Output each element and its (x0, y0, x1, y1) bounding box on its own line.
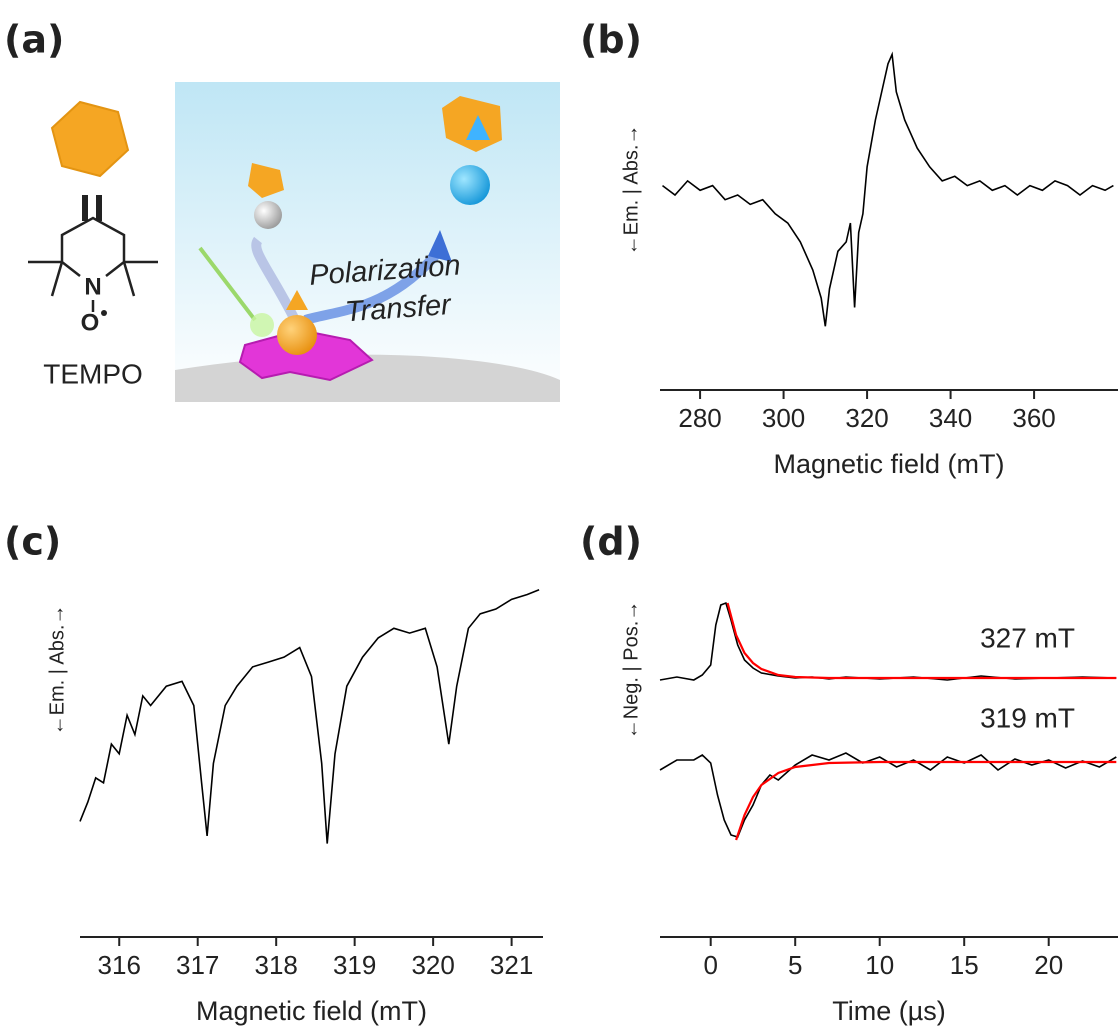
arrow-transfer (303, 246, 444, 325)
y-axis-label: ←Neg. | Pos.→ (620, 601, 642, 740)
background (175, 82, 560, 402)
panel-label: (c) (4, 520, 61, 564)
equals-bar (96, 195, 102, 221)
x-tick-label: 360 (1012, 403, 1055, 433)
trace (79, 588, 540, 844)
trace-label: 327 mT (980, 622, 1075, 653)
spin-sphere (277, 315, 317, 355)
radical-dot (101, 310, 107, 316)
trace (662, 51, 1114, 327)
hexagon (50, 100, 130, 178)
y-axis-label: ←Em. | Abs.→ (46, 605, 68, 736)
x-tick-label: 316 (98, 950, 141, 980)
y-axis-label: ←Em. | Abs.→ (620, 125, 642, 256)
x-axis-label: Magnetic field (mT) (773, 449, 1004, 479)
x-tick-label: 15 (950, 950, 979, 980)
caption: Transfer (344, 289, 453, 328)
x-tick-label: 340 (929, 403, 972, 433)
x-tick-label: 20 (1034, 950, 1063, 980)
panel-label: (b) (580, 18, 642, 62)
equals-bar (82, 195, 88, 221)
x-tick-label: 300 (762, 403, 805, 433)
arrowhead (428, 230, 452, 262)
spin-sphere (450, 165, 490, 205)
panel-label: (a) (4, 18, 64, 62)
x-tick-label: 0 (703, 950, 717, 980)
arrow-back (251, 236, 300, 323)
x-axis-label: Time (µs) (832, 996, 946, 1026)
trace-label: 319 mT (980, 702, 1075, 733)
spin-sphere (254, 201, 282, 229)
tempo-scheme: N O TEMPO (28, 100, 158, 389)
x-tick-label: 280 (678, 403, 721, 433)
trace (726, 602, 1117, 680)
trace (659, 601, 1117, 681)
trace (659, 752, 1117, 838)
x-tick-label: 321 (490, 950, 533, 980)
x-axis-label: Magnetic field (mT) (196, 996, 427, 1026)
hexagon (248, 163, 284, 198)
x-tick-label: 320 (411, 950, 454, 980)
atom-label: O (81, 309, 100, 336)
flash (250, 313, 274, 337)
x-tick-label: 318 (254, 950, 297, 980)
x-tick-label: 319 (333, 950, 376, 980)
x-tick-label: 317 (176, 950, 219, 980)
laser (198, 246, 257, 322)
x-tick-label: 320 (845, 403, 888, 433)
x-tick-label: 10 (865, 950, 894, 980)
x-tick-label: 5 (788, 950, 802, 980)
atom-label: N (84, 273, 101, 300)
molecule-name: TEMPO (43, 358, 143, 389)
spin-arrow (466, 115, 490, 140)
ring (28, 216, 158, 312)
panel-label: (d) (580, 520, 642, 564)
spin-arrow (286, 290, 308, 310)
trace (735, 760, 1117, 841)
illustration: Polarization Transfer (175, 82, 560, 402)
